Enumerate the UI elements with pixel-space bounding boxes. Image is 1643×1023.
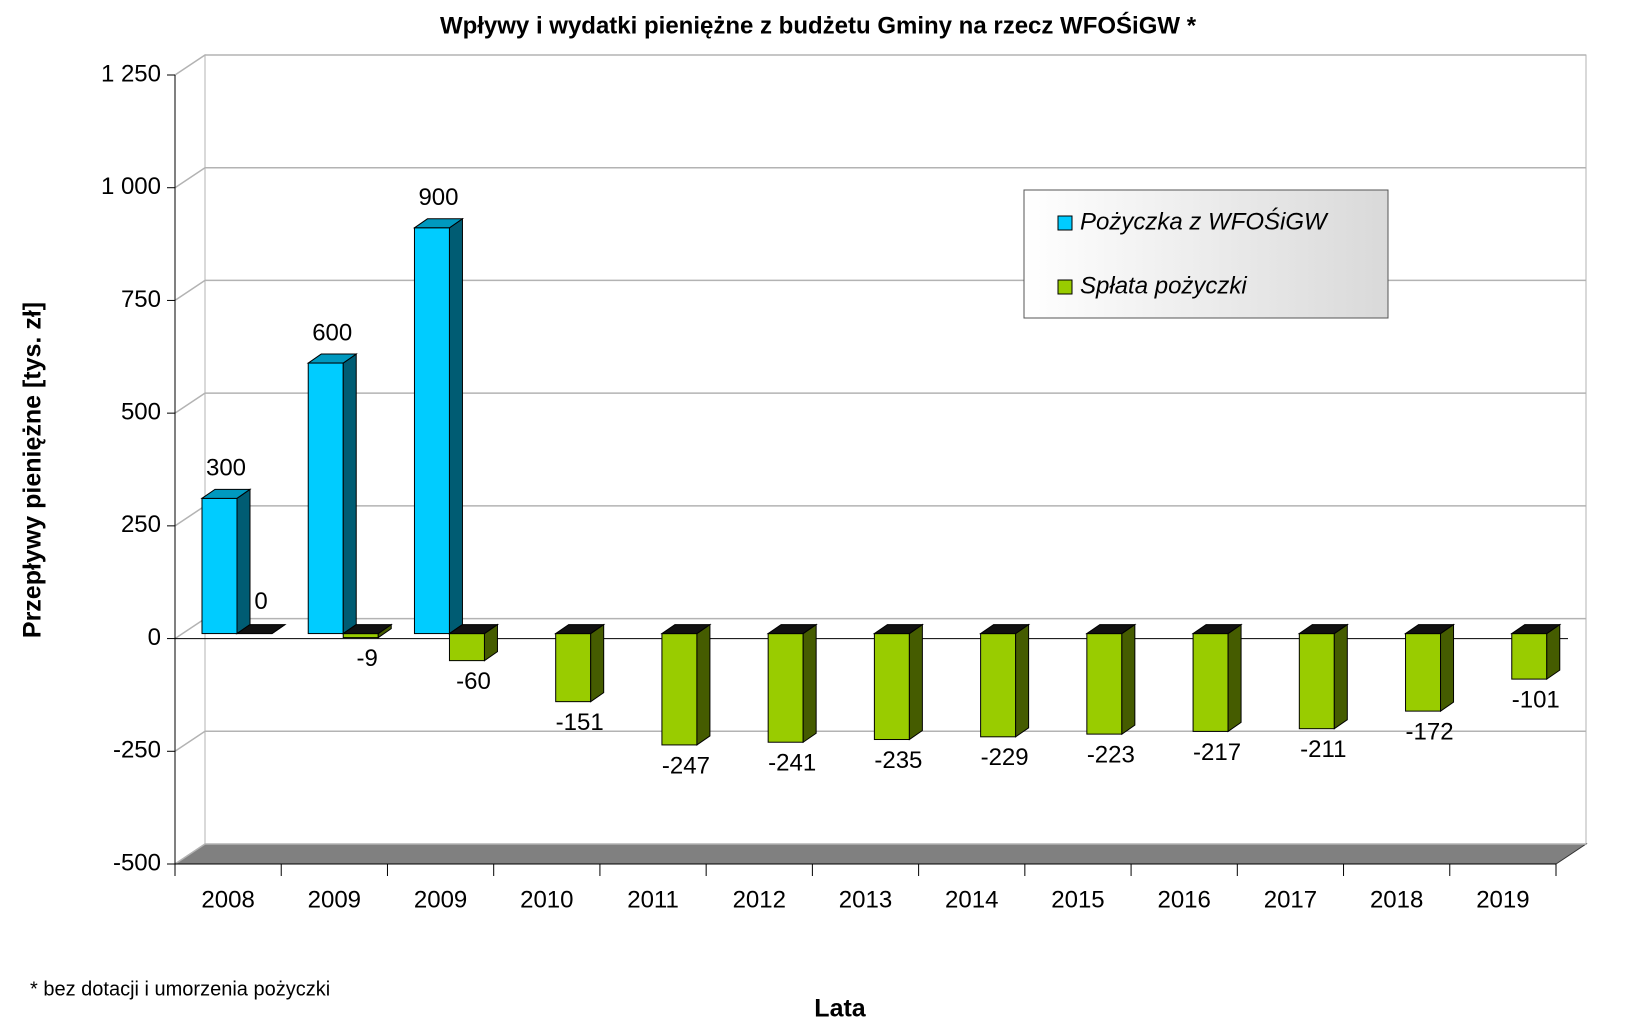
bar-side [696, 623, 711, 746]
value-label: -217 [1193, 739, 1241, 766]
annotation: * bez dotacji i umorzenia pożyczki [30, 978, 330, 1000]
bar-side [1121, 623, 1136, 736]
bar-front [661, 633, 698, 746]
value-label: -223 [1087, 741, 1135, 768]
value-label: 900 [418, 184, 458, 211]
value-label: 0 [254, 588, 267, 615]
bar-top [766, 624, 818, 635]
x-tick-label: 2008 [201, 886, 254, 913]
y-tick-label: -250 [113, 737, 161, 764]
x-tick-label: 2014 [945, 886, 998, 913]
legend-label: Spłata pożyczki [1080, 272, 1247, 299]
bar-top [1085, 624, 1137, 635]
bar-front [307, 362, 344, 635]
bar-front [1405, 633, 1442, 712]
y-tick-label: 250 [121, 511, 161, 538]
bar-front [1298, 633, 1335, 730]
bar-top [1510, 624, 1562, 635]
bar-top [1191, 624, 1243, 635]
value-label: -247 [662, 752, 710, 779]
bar-side [590, 623, 605, 703]
y-tick-label: 750 [121, 286, 161, 313]
bar-top [1297, 624, 1349, 635]
y-axis-title: Przepływy pieniężne [tys. zł] [19, 302, 47, 638]
bar-top [979, 624, 1031, 635]
x-tick-label: 2013 [839, 886, 892, 913]
x-tick-label: 2017 [1264, 886, 1317, 913]
bar-side [342, 353, 357, 635]
bar-top [872, 624, 924, 635]
x-tick-label: 2012 [733, 886, 786, 913]
x-tick-label: 2010 [520, 886, 573, 913]
legend-swatch [1057, 279, 1073, 295]
bar-top [341, 624, 393, 635]
value-label: -101 [1512, 686, 1560, 713]
bar-side [802, 623, 817, 744]
bar-front [555, 633, 592, 703]
bar-top [660, 624, 712, 635]
legend-swatch [1057, 215, 1073, 231]
bar-front [413, 227, 450, 635]
chart-title: Wpływy i wydatki pieniężne z budżetu Gmi… [440, 11, 1197, 39]
bar-front [1086, 633, 1123, 735]
y-tick-label: 1 250 [101, 60, 161, 87]
x-tick-label: 2009 [308, 886, 361, 913]
x-tick-label: 2011 [627, 886, 679, 913]
side-wall [174, 54, 206, 865]
y-tick-label: 1 000 [101, 173, 161, 200]
x-tick-label: 2016 [1157, 886, 1210, 913]
value-label: -229 [981, 744, 1029, 771]
legend-box [1023, 189, 1389, 319]
bar-side [448, 217, 463, 635]
grid-line [174, 166, 1586, 189]
bar-top [554, 624, 606, 635]
x-tick-label: 2018 [1370, 886, 1423, 913]
bar-front [980, 633, 1017, 738]
bar-front [201, 497, 238, 635]
value-label: -151 [556, 709, 604, 736]
y-tick-label: 500 [121, 398, 161, 425]
value-label: -9 [357, 645, 378, 672]
legend-label: Pożyczka z WFOŚiGW [1080, 207, 1329, 235]
x-axis-title: Lata [814, 995, 867, 1023]
bar-side [908, 623, 923, 741]
y-tick-label: 0 [148, 624, 161, 651]
bar-top [235, 624, 287, 635]
floor [173, 843, 1588, 865]
value-label: -235 [874, 747, 922, 774]
bar-front [767, 633, 804, 743]
bar-front [1192, 633, 1229, 732]
x-tick-label: 2009 [414, 886, 467, 913]
value-label: 300 [206, 455, 246, 482]
x-tick-label: 2019 [1476, 886, 1529, 913]
bar-top [447, 624, 500, 635]
value-label: -241 [768, 750, 816, 777]
bar-top [412, 218, 465, 229]
bar-top [1403, 624, 1456, 635]
value-label: -172 [1406, 718, 1454, 745]
bar-side [1440, 623, 1455, 713]
bar-top [200, 488, 252, 499]
bar-front [342, 633, 379, 639]
bar-front [873, 633, 910, 741]
bar-side [236, 488, 251, 635]
bar-front [1511, 633, 1548, 680]
bar-side [1333, 623, 1348, 730]
bar-side [1015, 623, 1030, 738]
value-label: -60 [456, 668, 491, 695]
y-tick-label: -500 [113, 849, 161, 876]
value-label: -211 [1300, 736, 1346, 763]
value-label: 600 [312, 319, 352, 346]
bar-top [306, 353, 358, 364]
x-tick-label: 2015 [1051, 886, 1104, 913]
grid-line [174, 843, 1586, 865]
grid-line [174, 54, 1586, 76]
bar-side [1227, 623, 1242, 733]
grid-line [174, 392, 1586, 414]
bar-front [448, 633, 485, 662]
